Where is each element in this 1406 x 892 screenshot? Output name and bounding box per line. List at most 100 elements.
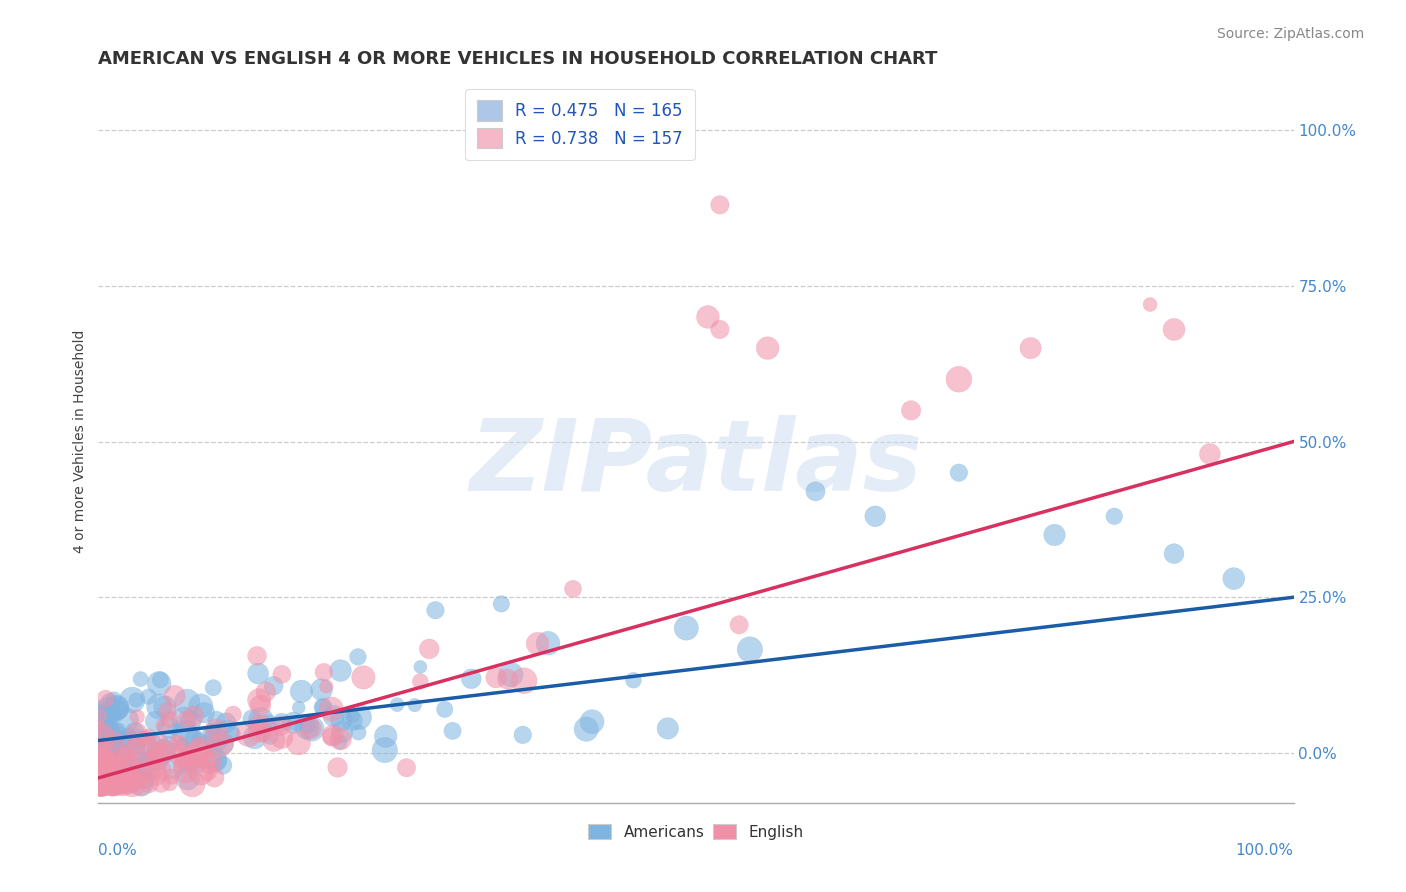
Point (193, 706, 215, 720)
Point (1163, 322, 1185, 336)
Point (98, 720, 121, 734)
Point (374, 729, 396, 743)
Point (110, 738, 132, 752)
Point (404, 698, 426, 712)
Point (409, 674, 432, 689)
Point (94, 691, 117, 706)
Point (728, 617, 751, 632)
Point (186, 754, 208, 768)
Point (441, 723, 464, 738)
Point (284, 716, 307, 731)
Point (1223, 572, 1246, 586)
Text: 0.0%: 0.0% (98, 843, 138, 857)
Point (322, 709, 344, 723)
Y-axis label: 4 or more Vehicles in Household: 4 or more Vehicles in Household (73, 330, 87, 553)
Point (385, 698, 408, 712)
Point (91, 766, 114, 780)
Point (103, 692, 125, 706)
Point (297, 718, 319, 732)
Point (183, 731, 205, 746)
Point (90, 777, 112, 791)
Point (129, 672, 152, 686)
Point (111, 777, 134, 791)
Point (176, 695, 198, 709)
Point (96, 738, 118, 752)
Point (329, 735, 352, 749)
Point (90, 775, 112, 789)
Point (326, 760, 349, 774)
Point (1104, 509, 1126, 524)
Point (93, 777, 115, 791)
Point (124, 770, 146, 784)
Point (117, 756, 139, 771)
Point (253, 727, 276, 741)
Point (91, 752, 114, 766)
Point (104, 762, 127, 776)
Point (105, 777, 128, 791)
Point (98, 762, 121, 776)
Point (104, 735, 127, 749)
Point (90, 754, 112, 768)
Point (321, 702, 343, 716)
Point (100, 732, 122, 747)
Point (254, 685, 277, 699)
Point (157, 721, 180, 735)
Point (124, 724, 146, 739)
Point (301, 722, 323, 736)
Point (100, 773, 122, 788)
Point (1199, 447, 1222, 461)
Point (111, 777, 134, 791)
Point (93, 737, 115, 751)
Point (146, 763, 169, 777)
Point (143, 747, 166, 761)
Point (91, 773, 114, 788)
Point (104, 708, 127, 723)
Point (90, 777, 112, 791)
Point (101, 736, 124, 750)
Point (177, 747, 200, 762)
Point (149, 673, 172, 687)
Point (127, 710, 149, 724)
Point (485, 671, 508, 685)
Point (96, 774, 118, 789)
Point (159, 712, 181, 726)
Point (174, 764, 197, 778)
Point (190, 698, 212, 713)
Point (87, 724, 110, 739)
Point (91, 777, 114, 791)
Point (87, 731, 110, 745)
Point (93, 728, 115, 742)
Point (204, 753, 226, 767)
Point (249, 723, 271, 738)
Point (512, 728, 534, 742)
Point (194, 738, 217, 752)
Point (87, 706, 110, 721)
Point (135, 739, 157, 753)
Point (90, 777, 112, 791)
Point (87, 774, 110, 789)
Point (105, 756, 128, 770)
Point (87, 777, 110, 791)
Point (87, 771, 110, 785)
Point (98, 777, 121, 791)
Point (152, 744, 174, 758)
Point (89, 777, 111, 791)
Point (101, 777, 124, 791)
Point (948, 466, 970, 480)
Point (100, 728, 122, 742)
Point (107, 724, 129, 739)
Point (246, 717, 269, 731)
Point (110, 774, 132, 789)
Point (623, 673, 645, 688)
Point (188, 741, 211, 756)
Point (98, 760, 121, 774)
Point (91, 758, 114, 772)
Point (252, 716, 274, 731)
Point (197, 754, 219, 768)
Point (91, 770, 114, 784)
Point (804, 484, 827, 499)
Point (87, 771, 110, 785)
Point (132, 732, 155, 747)
Point (105, 729, 128, 743)
Point (709, 198, 731, 212)
